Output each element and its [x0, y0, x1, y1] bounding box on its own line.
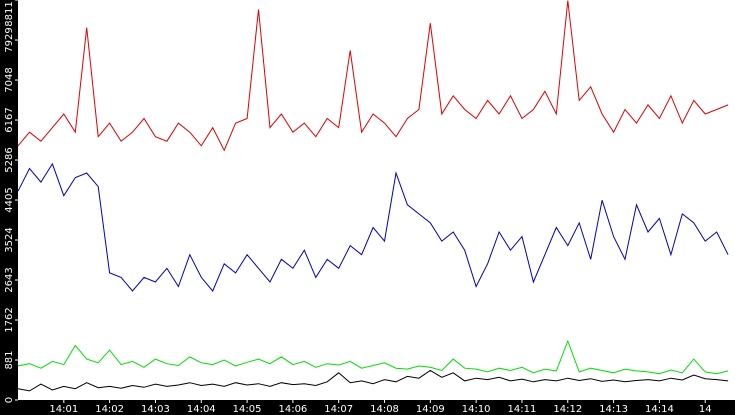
x-tick-label: 14:12 [553, 404, 582, 415]
x-tick-label: 14:10 [462, 404, 491, 415]
plot-area [18, 0, 735, 400]
x-tick-label: 14:03 [141, 404, 170, 415]
y-tick-label: 3524 [4, 227, 15, 252]
x-tick-label: 14:07 [324, 404, 353, 415]
x-tick-label: 14:01 [49, 404, 78, 415]
x-tick-label: 14:09 [416, 404, 445, 415]
y-tick-label: 5286 [4, 147, 15, 172]
x-tick-label: 14:13 [599, 404, 628, 415]
series-line [17, 369, 729, 392]
y-tick-label: 2643 [4, 267, 15, 292]
y-tick-label: 6167 [4, 107, 15, 132]
y-tick-label: 0 [4, 397, 15, 403]
x-tick-label: 14:04 [187, 404, 216, 415]
y-tick-label: 7048 [4, 67, 15, 92]
y-tick-label: 7929 [4, 27, 15, 52]
series-line [17, 339, 729, 375]
x-tick-label: 14:02 [95, 404, 124, 415]
y-tick-label: 881 [4, 350, 15, 369]
x-tick-label: 14:14 [645, 404, 674, 415]
x-tick-label: 14 [699, 404, 712, 415]
x-tick-label: 14:11 [508, 404, 537, 415]
series-line [17, 0, 729, 152]
x-tick-label: 14:06 [278, 404, 307, 415]
series-line [17, 162, 729, 292]
y-tick-label: 1762 [4, 307, 15, 332]
x-tick-label: 14:08 [370, 404, 399, 415]
y-tick-label: 8811 [4, 1, 15, 26]
x-tick-label: 14:05 [233, 404, 262, 415]
y-tick-label: 4405 [4, 187, 15, 212]
